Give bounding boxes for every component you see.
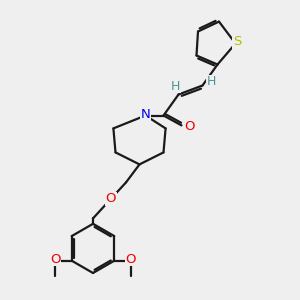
Text: H: H bbox=[207, 75, 216, 88]
Text: O: O bbox=[50, 253, 60, 266]
Text: H: H bbox=[171, 80, 180, 93]
Text: O: O bbox=[126, 253, 136, 266]
Text: O: O bbox=[106, 192, 116, 206]
Text: O: O bbox=[185, 120, 195, 134]
Text: S: S bbox=[233, 35, 241, 49]
Text: N: N bbox=[141, 107, 150, 121]
